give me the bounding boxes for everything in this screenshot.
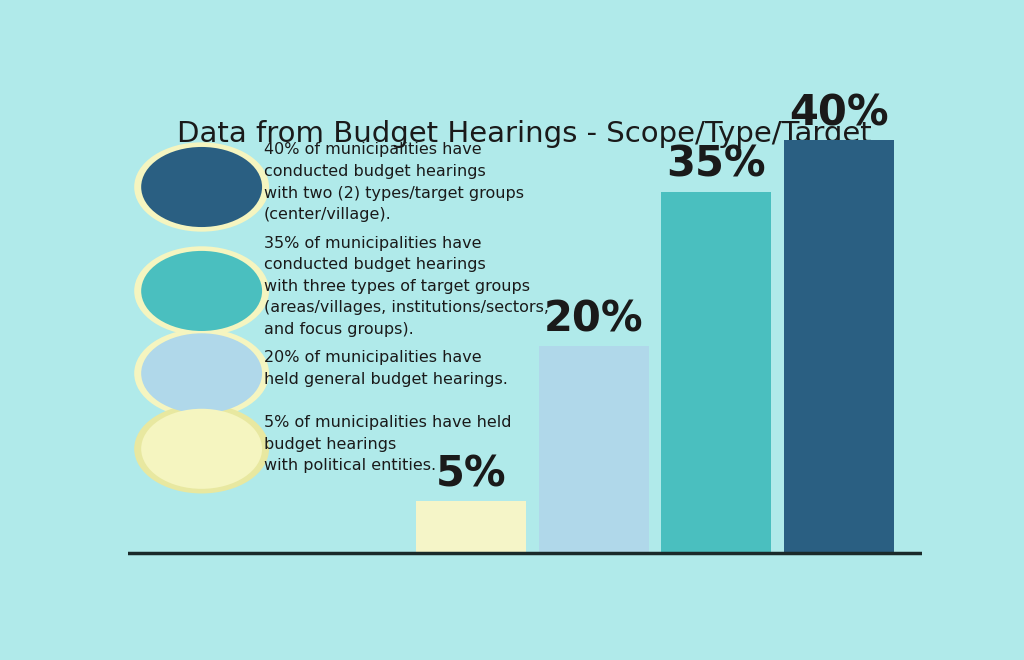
- Ellipse shape: [141, 409, 262, 489]
- Ellipse shape: [141, 251, 262, 331]
- Text: 40%: 40%: [788, 92, 889, 134]
- Text: 5%: 5%: [436, 453, 507, 495]
- Text: Data from Budget Hearings - Scope/Type/Target: Data from Budget Hearings - Scope/Type/T…: [177, 120, 872, 148]
- Text: 35% of municipalities have
conducted budget hearings
with three types of target : 35% of municipalities have conducted bud…: [263, 236, 549, 337]
- Bar: [783, 140, 894, 553]
- Ellipse shape: [134, 143, 269, 232]
- Text: 20% of municipalities have
held general budget hearings.: 20% of municipalities have held general …: [263, 350, 508, 387]
- Ellipse shape: [141, 333, 262, 413]
- Bar: [662, 192, 771, 553]
- Text: 35%: 35%: [667, 144, 766, 185]
- Bar: [417, 501, 526, 553]
- Text: 40% of municipalities have
conducted budget hearings
with two (2) types/target g: 40% of municipalities have conducted bud…: [263, 143, 523, 222]
- Ellipse shape: [134, 404, 269, 494]
- Ellipse shape: [134, 246, 269, 335]
- Text: 5% of municipalities have held
budget hearings
with political entities.: 5% of municipalities have held budget he…: [263, 415, 511, 473]
- Bar: [539, 346, 649, 553]
- Ellipse shape: [141, 147, 262, 227]
- Text: 20%: 20%: [544, 298, 644, 341]
- Ellipse shape: [134, 329, 269, 418]
